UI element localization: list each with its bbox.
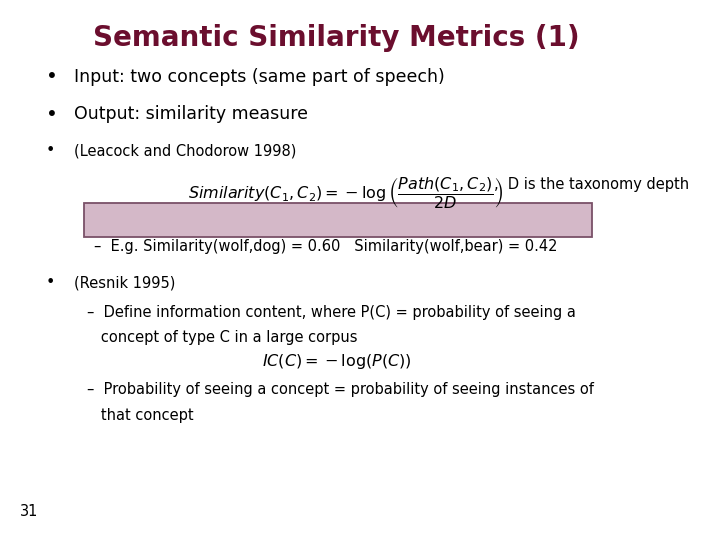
Text: (Resnik 1995): (Resnik 1995)	[74, 275, 176, 291]
FancyBboxPatch shape	[84, 203, 592, 237]
Text: (Leacock and Chodorow 1998): (Leacock and Chodorow 1998)	[74, 143, 297, 158]
Text: Semantic Similarity Metrics (1): Semantic Similarity Metrics (1)	[93, 24, 580, 52]
Text: ,  D is the taxonomy depth: , D is the taxonomy depth	[495, 177, 690, 192]
Text: $\mathit{IC}(C) = -\log(P(C))$: $\mathit{IC}(C) = -\log(P(C))$	[261, 352, 411, 371]
Text: $\mathit{Similarity}(C_1, C_2) = -\log\left(\dfrac{Path(C_1, C_2)}{2D}\right)$: $\mathit{Similarity}(C_1, C_2) = -\log\l…	[189, 176, 504, 212]
Text: 31: 31	[20, 504, 39, 519]
Text: •: •	[46, 68, 58, 86]
Text: Input: two concepts (same part of speech): Input: two concepts (same part of speech…	[74, 68, 445, 85]
Text: –  E.g. Similarity(wolf,dog) = 0.60   Similarity(wolf,bear) = 0.42: – E.g. Similarity(wolf,dog) = 0.60 Simil…	[94, 239, 558, 254]
Text: •: •	[46, 275, 55, 291]
Text: that concept: that concept	[87, 408, 194, 423]
Text: –  Define information content, where P(C) = probability of seeing a: – Define information content, where P(C)…	[87, 305, 576, 320]
Text: •: •	[46, 105, 58, 124]
Text: Output: similarity measure: Output: similarity measure	[74, 105, 308, 123]
Text: –  Probability of seeing a concept = probability of seeing instances of: – Probability of seeing a concept = prob…	[87, 382, 594, 397]
Text: •: •	[46, 143, 55, 158]
Text: concept of type C in a large corpus: concept of type C in a large corpus	[87, 330, 358, 346]
